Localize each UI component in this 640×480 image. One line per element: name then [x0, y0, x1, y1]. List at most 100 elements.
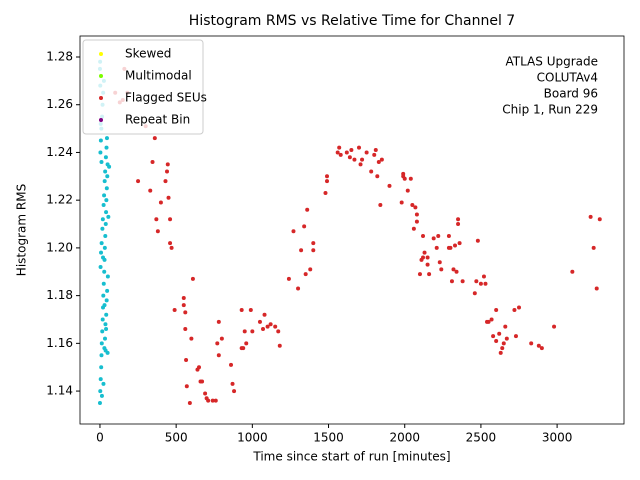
point — [373, 148, 378, 153]
y-tick-label: 1.18 — [46, 288, 73, 302]
point — [408, 176, 413, 181]
point — [375, 174, 380, 179]
point — [206, 398, 211, 403]
x-tick-label: 1500 — [313, 431, 344, 445]
point — [210, 398, 215, 403]
point — [357, 145, 362, 150]
point — [376, 159, 381, 164]
point — [434, 245, 439, 250]
point — [181, 303, 186, 308]
point — [481, 274, 486, 279]
point — [104, 327, 109, 332]
point — [401, 171, 406, 176]
point — [276, 329, 281, 334]
point — [456, 217, 461, 222]
point — [105, 174, 110, 179]
point — [102, 303, 107, 308]
y-tick-label: 1.22 — [46, 193, 73, 207]
point — [378, 202, 383, 207]
point — [98, 377, 103, 382]
point — [265, 324, 270, 329]
point — [102, 269, 107, 274]
point — [344, 150, 349, 155]
point — [379, 157, 384, 162]
point — [103, 233, 108, 238]
x-tick-label: 1000 — [237, 431, 268, 445]
point — [98, 389, 103, 394]
point — [372, 152, 377, 157]
point — [99, 159, 104, 164]
chart-title: Histogram RMS vs Relative Time for Chann… — [189, 13, 515, 29]
point — [99, 341, 104, 346]
point — [425, 262, 430, 267]
x-tick-label: 3000 — [542, 431, 573, 445]
point — [150, 159, 155, 164]
point — [410, 202, 415, 207]
point — [500, 346, 505, 351]
legend-label: Multimodal — [125, 69, 192, 83]
point — [203, 391, 208, 396]
annotation: Chip 1, Run 229 — [502, 103, 598, 117]
point — [451, 267, 456, 272]
point — [105, 274, 110, 279]
point — [184, 358, 189, 363]
point — [103, 155, 108, 160]
legend-marker — [99, 52, 103, 56]
point — [475, 238, 480, 243]
point — [302, 224, 307, 229]
point — [213, 398, 218, 403]
point — [364, 150, 369, 155]
point — [358, 162, 363, 167]
point — [104, 210, 109, 215]
point — [299, 248, 304, 253]
point — [460, 279, 465, 284]
point — [200, 379, 205, 384]
point — [189, 336, 194, 341]
y-tick-label: 1.28 — [46, 49, 73, 63]
x-axis-label: Time since start of run [minutes] — [252, 450, 450, 464]
point — [437, 260, 442, 265]
point — [417, 272, 422, 277]
y-tick-label: 1.16 — [46, 336, 73, 350]
point — [369, 169, 374, 174]
x-tick-label: 0 — [96, 431, 104, 445]
point — [352, 157, 357, 162]
point — [436, 233, 441, 238]
point — [172, 307, 177, 312]
annotation: ATLAS Upgrade — [505, 55, 598, 69]
point — [539, 346, 544, 351]
point — [100, 317, 105, 322]
point — [277, 343, 282, 348]
point — [165, 169, 170, 174]
point — [325, 179, 330, 184]
point — [411, 226, 416, 231]
point — [449, 279, 454, 284]
point — [104, 136, 109, 141]
point — [261, 327, 266, 332]
point — [422, 250, 427, 255]
point — [483, 281, 488, 286]
point — [104, 298, 109, 303]
point — [101, 202, 106, 207]
point — [166, 195, 171, 200]
point — [421, 233, 426, 238]
point — [104, 145, 109, 150]
point — [504, 336, 509, 341]
x-tick-label: 2500 — [466, 431, 497, 445]
point — [190, 276, 195, 281]
point — [311, 241, 316, 246]
annotation: COLUTAv4 — [537, 71, 598, 85]
point — [594, 286, 599, 291]
point — [497, 331, 502, 336]
legend-marker — [99, 96, 103, 100]
point — [105, 288, 110, 293]
point — [102, 179, 107, 184]
point — [99, 353, 104, 358]
y-tick-label: 1.14 — [46, 384, 73, 398]
plot-frame — [79, 35, 625, 425]
point — [98, 138, 103, 143]
point — [512, 307, 517, 312]
point — [286, 276, 291, 281]
point — [216, 353, 221, 358]
point — [413, 205, 418, 210]
